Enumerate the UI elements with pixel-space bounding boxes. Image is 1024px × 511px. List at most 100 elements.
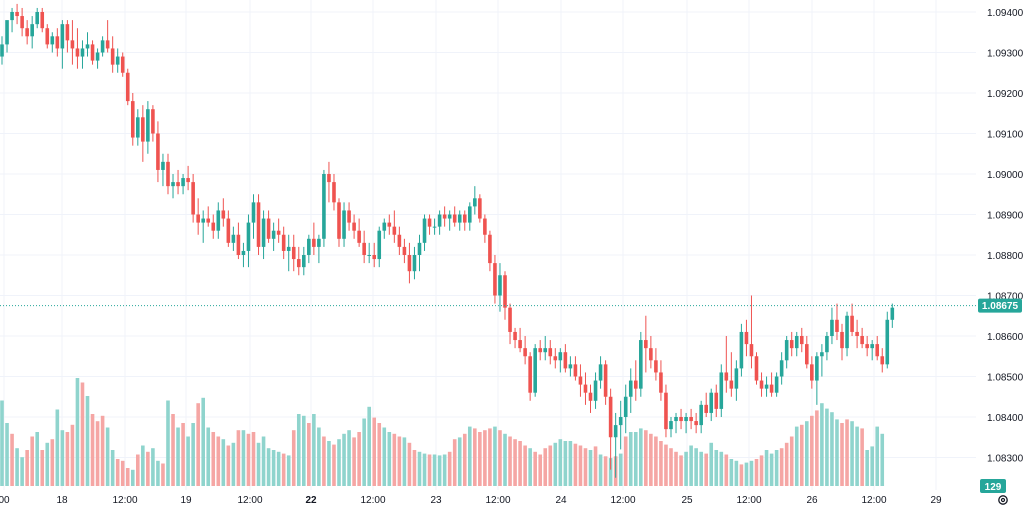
price-axis[interactable] [976, 0, 1024, 506]
candle [739, 323, 744, 377]
candle [870, 340, 874, 361]
volume-bar [271, 450, 276, 486]
candle-body [422, 218, 427, 243]
volume-bar [427, 454, 432, 486]
candle-body [357, 230, 361, 243]
candle-body [45, 28, 50, 45]
candle [744, 319, 749, 357]
candle [644, 315, 648, 373]
volume-bar [241, 430, 246, 486]
volume-bar [764, 450, 769, 486]
candle-body [276, 230, 281, 235]
candle [865, 336, 869, 357]
candle [367, 242, 371, 264]
volume-bar [714, 450, 719, 486]
candle-body [699, 404, 703, 426]
candle-body [794, 336, 799, 349]
volume-bar [518, 441, 522, 486]
volume-bar [387, 432, 392, 486]
candle-body [437, 214, 442, 227]
price-tick: 1.09100 [987, 130, 1024, 141]
candle [447, 210, 452, 231]
candle [538, 340, 543, 361]
settings-icon[interactable] [998, 495, 1008, 505]
candle-body [442, 214, 447, 219]
candle [543, 336, 548, 361]
volume-bar [810, 415, 814, 486]
candle [815, 352, 819, 405]
time-tick: 12:00 [360, 495, 385, 506]
candle-body [880, 356, 885, 365]
volume-bar [161, 463, 165, 486]
candle-body [201, 218, 205, 223]
candle-body [739, 331, 744, 369]
candle [789, 331, 794, 357]
volume-bar [538, 454, 543, 486]
volume-bar [860, 428, 864, 486]
candle [749, 295, 754, 369]
candle [261, 210, 266, 260]
candle [729, 352, 734, 397]
candle [407, 242, 412, 284]
volume-bar [291, 430, 296, 486]
candle-body [15, 12, 19, 17]
volume-bar [95, 421, 100, 486]
candle [171, 174, 175, 199]
candle-body [845, 315, 849, 349]
candle-body [291, 246, 296, 260]
candle [60, 20, 65, 69]
candle [890, 303, 895, 328]
candle [669, 417, 673, 438]
volume-bar [422, 453, 427, 486]
volume-bar [467, 426, 472, 486]
volume-bar [452, 439, 457, 486]
candle-body [120, 56, 125, 73]
candle-body [181, 178, 185, 187]
candle-body [40, 12, 45, 29]
candle-body [558, 352, 563, 361]
candle-body [784, 340, 789, 361]
volume-bar [769, 453, 774, 486]
time-axis-ticks: 00 18 12:00 19 12:00 22 12:00 23 12:00 24 12:00 25 1… [0, 495, 942, 506]
candle [583, 372, 588, 405]
candle [115, 48, 120, 73]
volume-bar [553, 442, 558, 486]
volume-bar [508, 436, 512, 486]
volume-bar [296, 414, 301, 486]
volume-bar [156, 460, 160, 486]
volume-bar [694, 448, 698, 486]
volume-bar [558, 439, 563, 486]
candle [191, 174, 195, 223]
candle-body [95, 52, 100, 61]
candle-body [216, 210, 221, 231]
volume-bar [633, 432, 638, 486]
volume-bar [392, 433, 397, 486]
candle-body [271, 230, 276, 239]
volume-bar [442, 454, 447, 486]
volume-bar [840, 423, 844, 486]
candle-body [110, 48, 115, 65]
volume-bar [830, 412, 834, 486]
volume-bar [799, 424, 804, 486]
candle-body [20, 16, 24, 29]
volume-bar [75, 378, 80, 486]
candle-body [518, 340, 522, 349]
candle-body [885, 319, 890, 365]
candle [573, 356, 578, 381]
candle [633, 360, 638, 401]
volume-bar [281, 453, 286, 486]
price-tick: 1.08700 [987, 292, 1024, 303]
volume-bars [0, 378, 885, 486]
candle-body [830, 319, 834, 336]
price-tick: 1.09400 [987, 8, 1024, 19]
candle-body [130, 101, 135, 138]
time-tick: 18 [56, 495, 68, 506]
candle [246, 214, 251, 268]
candle [462, 210, 467, 231]
candle [483, 214, 487, 243]
candle-body [855, 331, 859, 336]
candle-body [865, 344, 869, 349]
candle [266, 210, 271, 243]
